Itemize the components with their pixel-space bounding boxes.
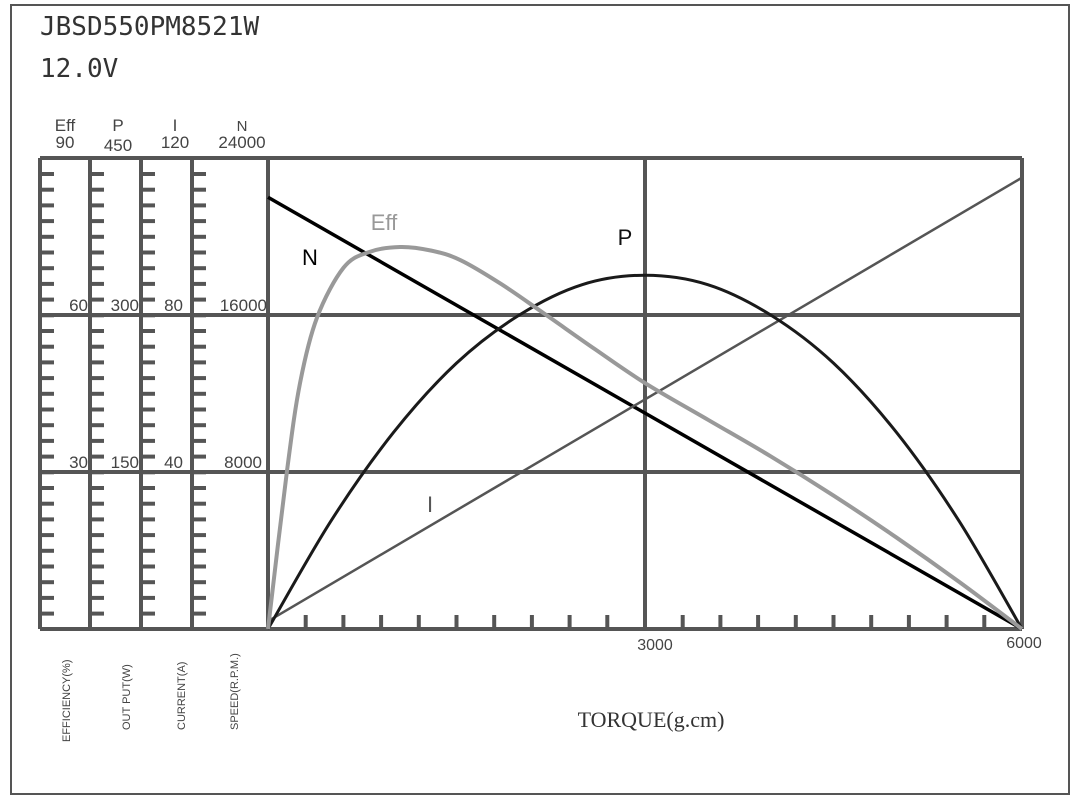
- x-tick-6000: 6000: [1006, 635, 1042, 652]
- axis-eff-label: EFFICIENCY(%): [61, 660, 73, 743]
- axis-p-tick-150: 150: [111, 453, 139, 472]
- model-title: JBSD550PM8521W: [40, 12, 260, 42]
- axis-p-max: 450: [104, 136, 132, 155]
- axis-n-label: SPEED(R.P.M.): [229, 653, 241, 730]
- axis-eff-max: 90: [56, 133, 75, 152]
- series-label-eff: Eff: [371, 210, 398, 235]
- axis-n-max: 24000: [218, 133, 265, 152]
- chart-frame: [10, 4, 1070, 795]
- series-i-curve: [267, 176, 1023, 623]
- x-axis-label: TORQUE(g.cm): [578, 707, 725, 732]
- series-label-n: N: [302, 245, 318, 270]
- series-label-i: I: [427, 492, 433, 517]
- axis-i-name: I: [173, 116, 178, 135]
- series-eff-curve: [266, 244, 1024, 631]
- axis-i-max: 120: [161, 133, 189, 152]
- axis-eff-tick-30: 30: [69, 453, 88, 472]
- axis-eff-name: Eff: [55, 116, 76, 135]
- series-label-p: P: [618, 225, 633, 250]
- axis-p-name: P: [112, 116, 123, 135]
- axis-n-tick-8000: 8000: [224, 453, 262, 472]
- axis-i-label: CURRENT(A): [176, 662, 188, 730]
- x-tick-3000: 3000: [637, 637, 673, 654]
- axis-eff-tick-60: 60: [69, 296, 88, 315]
- axis-p-label: OUT PUT(W): [121, 664, 133, 730]
- voltage-label: 12.0V: [40, 54, 119, 84]
- series-n-curve: [267, 195, 1023, 631]
- axis-p-tick-300: 300: [111, 296, 139, 315]
- series-p-curve: [266, 273, 1024, 630]
- axis-n-tick-16000: 16000: [220, 296, 267, 315]
- axis-i-tick-40: 40: [164, 453, 183, 472]
- axis-n-name: N: [237, 118, 248, 135]
- axis-i-tick-80: 80: [164, 296, 183, 315]
